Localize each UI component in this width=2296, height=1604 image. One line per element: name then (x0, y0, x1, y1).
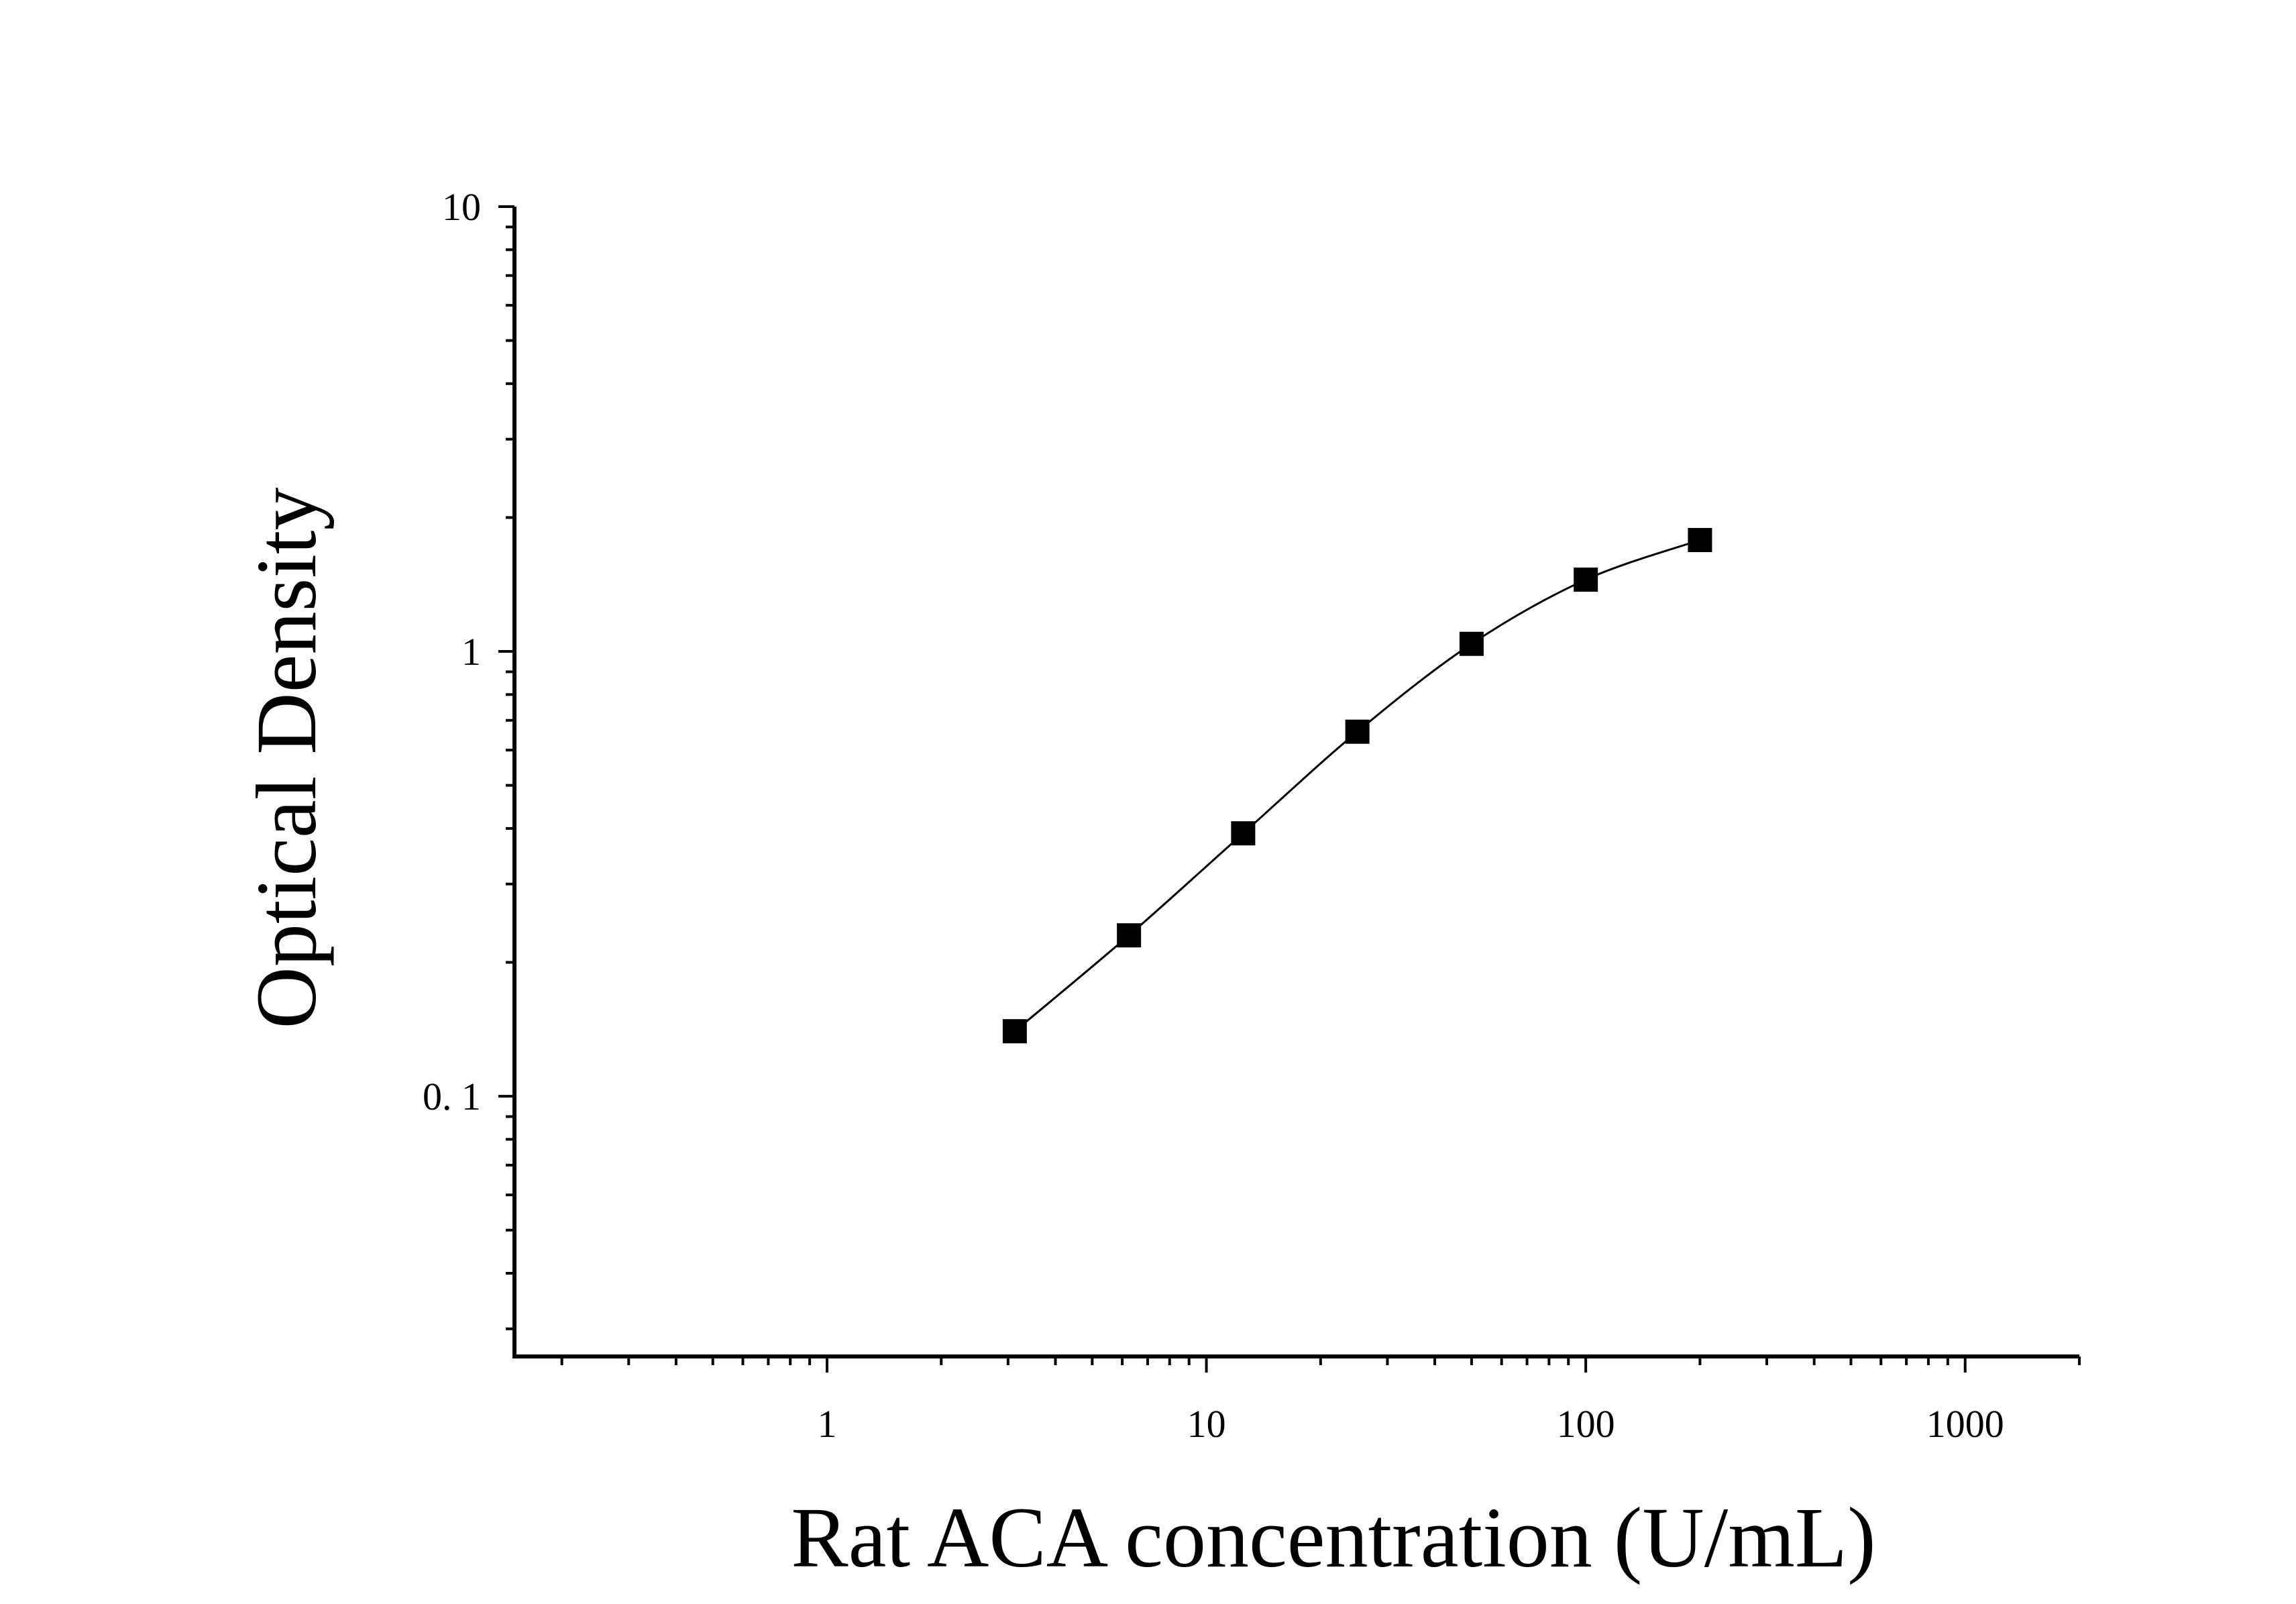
x-tick-label: 100 (1557, 1402, 1615, 1446)
data-point-marker (1117, 923, 1142, 948)
x-axis-title: Rat ACA concentration (U/mL) (791, 1490, 1875, 1585)
fit-curve (1014, 539, 1700, 1032)
x-tick-label: 10 (1187, 1402, 1226, 1446)
y-tick-label: 0. 1 (423, 1075, 481, 1118)
y-tick-label: 10 (442, 185, 481, 229)
y-tick-label: 1 (461, 630, 481, 674)
axes (512, 207, 2079, 1358)
data-point-marker (1002, 1019, 1027, 1044)
y-axis-title: Optical Density (239, 488, 334, 1029)
data-point-marker (1231, 821, 1256, 846)
data-point-marker (1688, 528, 1712, 553)
ticks (498, 205, 2081, 1373)
fit-curve-layer (1014, 539, 1700, 1032)
x-tick-label: 1000 (1926, 1402, 2004, 1446)
data-point-marker (1459, 631, 1484, 656)
data-points (1002, 528, 1712, 1044)
data-point-marker (1345, 719, 1370, 744)
x-tick-label: 1 (817, 1402, 836, 1446)
tick-labels: 1 10 100 1000 10 1 0. 1 (423, 185, 2004, 1446)
data-point-marker (1574, 568, 1598, 592)
